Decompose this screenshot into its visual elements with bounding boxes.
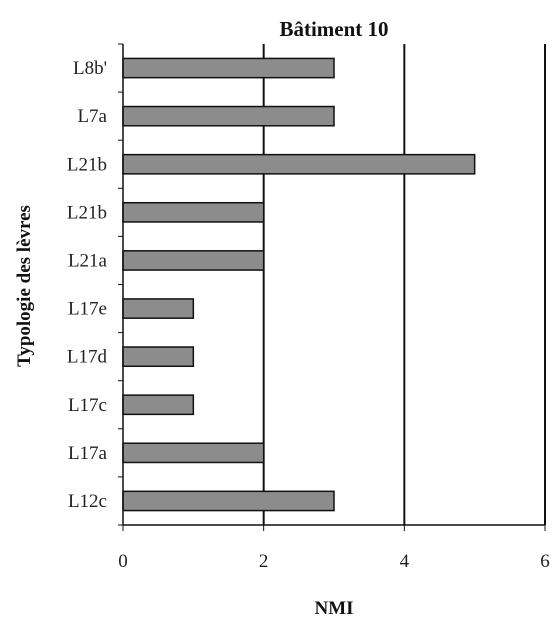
bar-L12c-9	[122, 490, 335, 512]
bar-L17c-7	[122, 394, 195, 416]
y-axis-title: Typologie des lèvres	[14, 205, 35, 367]
category-label-9: L12c	[68, 491, 107, 512]
category-label-0: L8b'	[73, 58, 107, 79]
x-tick-labels: 0 2 4 6	[118, 525, 550, 572]
category-label-7: L17c	[68, 395, 107, 416]
bar-L17d-6	[122, 346, 195, 368]
category-label-6: L17d	[67, 347, 108, 368]
x-tick-label-4: 4	[400, 551, 410, 572]
x-tick-label-6: 6	[540, 551, 550, 572]
category-label-4: L21a	[68, 250, 108, 271]
category-label-5: L17e	[68, 299, 107, 320]
bar-L21b-3	[122, 201, 265, 223]
x-tick-label-2: 2	[259, 551, 269, 572]
x-tick-label-0: 0	[118, 551, 128, 572]
bar-L21a-4	[122, 250, 265, 271]
category-labels: L8b' L7a L21b L21b L21a L17e L17d L17c L17a L12c	[67, 58, 108, 512]
bar-L7a-1	[122, 105, 335, 127]
chart-title: Bâtiment 10	[279, 17, 388, 41]
category-label-3: L21b	[67, 202, 107, 223]
bar-L17e-5	[122, 298, 195, 319]
axes	[118, 43, 545, 526]
category-label-1: L7a	[77, 106, 107, 127]
x-axis-title: NMI	[314, 598, 353, 619]
bar-L8b'-0	[122, 57, 335, 79]
bar-L17a-8	[122, 442, 265, 464]
category-label-2: L21b	[67, 154, 107, 175]
category-label-8: L17a	[68, 443, 108, 464]
bars	[122, 57, 476, 512]
bar-L21b-2	[122, 153, 476, 175]
